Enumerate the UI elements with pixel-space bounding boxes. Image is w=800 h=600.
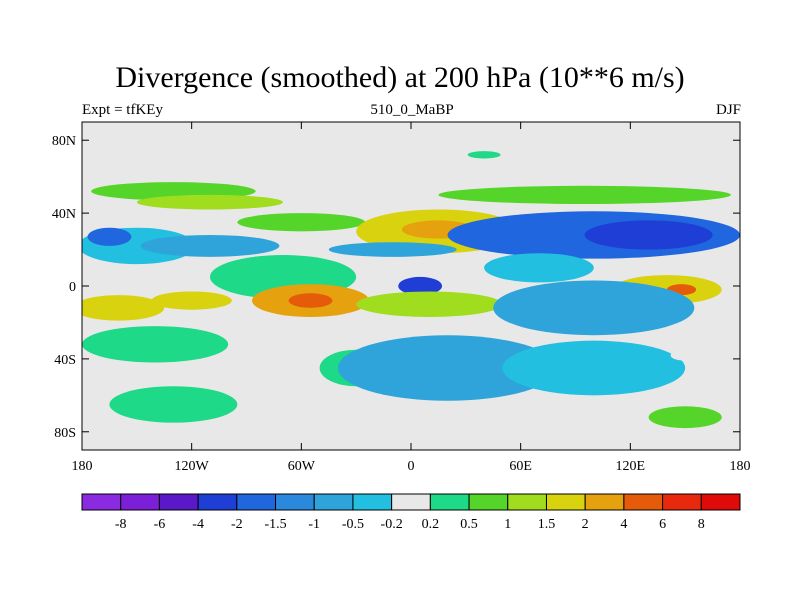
colorbar-label: -8 (115, 517, 127, 532)
field-region (237, 213, 366, 232)
x-tick-label: 180 (72, 459, 93, 474)
x-tick-label: 120W (175, 459, 210, 474)
colorbar-swatch (158, 493, 199, 511)
field-region (438, 185, 731, 204)
chart-title: Divergence (smoothed) at 200 hPa (10**6 … (115, 61, 685, 94)
field-region (136, 194, 284, 210)
field-region (467, 151, 501, 159)
colorbar-label: 2 (582, 517, 589, 532)
colorbar-swatch (662, 493, 702, 511)
colorbar-label: 8 (698, 517, 705, 532)
colorbar-label: -0.2 (381, 517, 403, 532)
field-region (670, 349, 700, 361)
colorbar-label: -1 (308, 517, 320, 532)
field-region (328, 242, 457, 257)
colorbar-label: 0.2 (422, 517, 440, 532)
y-tick-label: 80N (52, 134, 76, 149)
colorbar-label: 1.5 (538, 517, 556, 532)
colorbar-swatch (352, 493, 393, 511)
experiment-label: Expt = tfKEy (82, 102, 163, 118)
field-region (648, 406, 722, 429)
colorbar-swatch (197, 493, 238, 511)
x-tick-label: 60E (509, 459, 532, 474)
colorbar-swatch (507, 493, 547, 511)
colorbar-label: -6 (154, 517, 166, 532)
field-region (109, 386, 238, 423)
y-tick-label: 80S (54, 426, 76, 441)
colorbar-swatch (429, 493, 470, 511)
colorbar-label: -0.5 (342, 517, 364, 532)
field-region (356, 291, 503, 317)
field-region (288, 293, 333, 308)
field-region (140, 234, 280, 257)
x-tick-label: 0 (408, 459, 415, 474)
field-region (82, 295, 165, 321)
x-tick-label: 180 (730, 459, 751, 474)
field-region (398, 276, 443, 296)
colorbar-swatch (700, 493, 741, 511)
colorbar-label: 4 (620, 517, 627, 532)
y-tick-label: 40N (52, 207, 76, 222)
field-region (502, 340, 686, 396)
field-region (484, 253, 594, 283)
colorbar-label: -2 (231, 517, 243, 532)
colorbar-swatch (623, 493, 664, 511)
field-region (87, 227, 132, 246)
colorbar-swatch (120, 493, 160, 511)
colorbar-swatch (468, 493, 509, 511)
field-region (151, 291, 232, 310)
colorbar-swatch (81, 493, 122, 511)
y-tick-label: 0 (69, 280, 76, 295)
run-label: 510_0_MaBP (370, 102, 454, 118)
colorbar-swatch (391, 493, 431, 511)
colorbar-swatch (236, 493, 277, 511)
colorbar-swatch (313, 493, 354, 511)
season-label: DJF (715, 102, 741, 118)
colorbar-label: 0.5 (460, 517, 478, 532)
colorbar-label: -4 (192, 517, 204, 532)
colorbar-swatch (275, 493, 315, 511)
field-region (337, 335, 558, 401)
contour-field (82, 151, 740, 429)
field-region (82, 326, 229, 363)
x-tick-label: 120E (616, 459, 646, 474)
colorbar-label: -1.5 (264, 517, 286, 532)
colorbar-swatch (545, 493, 586, 511)
field-region (584, 220, 713, 250)
colorbar-label: 6 (659, 517, 666, 532)
y-tick-label: 40S (54, 353, 76, 368)
colorbar-label: 1 (504, 517, 511, 532)
x-tick-label: 60W (288, 459, 316, 474)
field-region (493, 280, 695, 336)
colorbar-swatch (584, 493, 625, 511)
